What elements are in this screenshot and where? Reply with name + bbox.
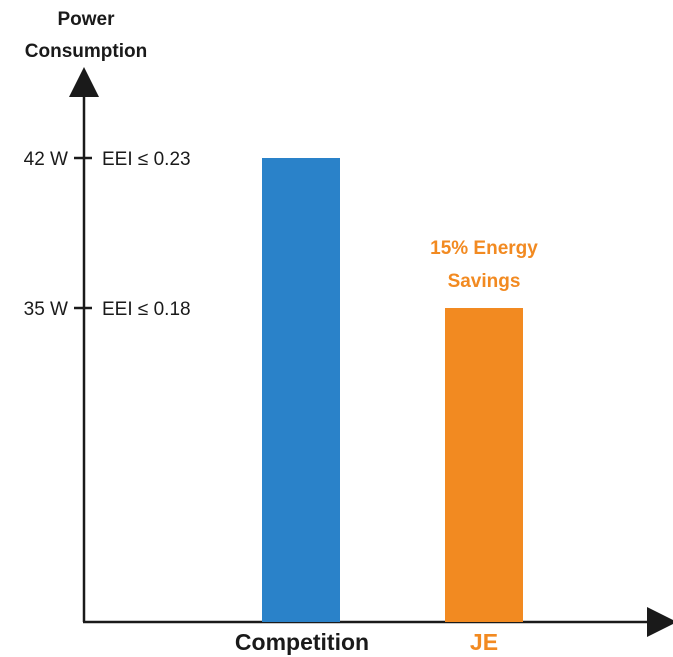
bar-je — [445, 308, 523, 622]
y-tick-label: 35 W — [24, 299, 68, 320]
x-category-label-je: JE — [470, 629, 498, 655]
y-tick-eei-label: EEI ≤ 0.18 — [102, 299, 191, 320]
y-axis-title-line-1: Power — [57, 9, 115, 30]
y-tick-eei-label: EEI ≤ 0.23 — [102, 149, 191, 170]
y-tick-label: 42 W — [24, 149, 68, 170]
x-category-label-competition: Competition — [235, 629, 369, 655]
energy-savings-annotation-line-1: 15% Energy — [430, 238, 538, 259]
y-axis-title-line-2: Consumption — [25, 41, 147, 62]
y-ticks: 42 W EEI ≤ 0.23 35 W EEI ≤ 0.18 — [24, 149, 191, 320]
energy-savings-annotation-line-2: Savings — [448, 271, 521, 292]
bar-competition — [262, 158, 340, 622]
